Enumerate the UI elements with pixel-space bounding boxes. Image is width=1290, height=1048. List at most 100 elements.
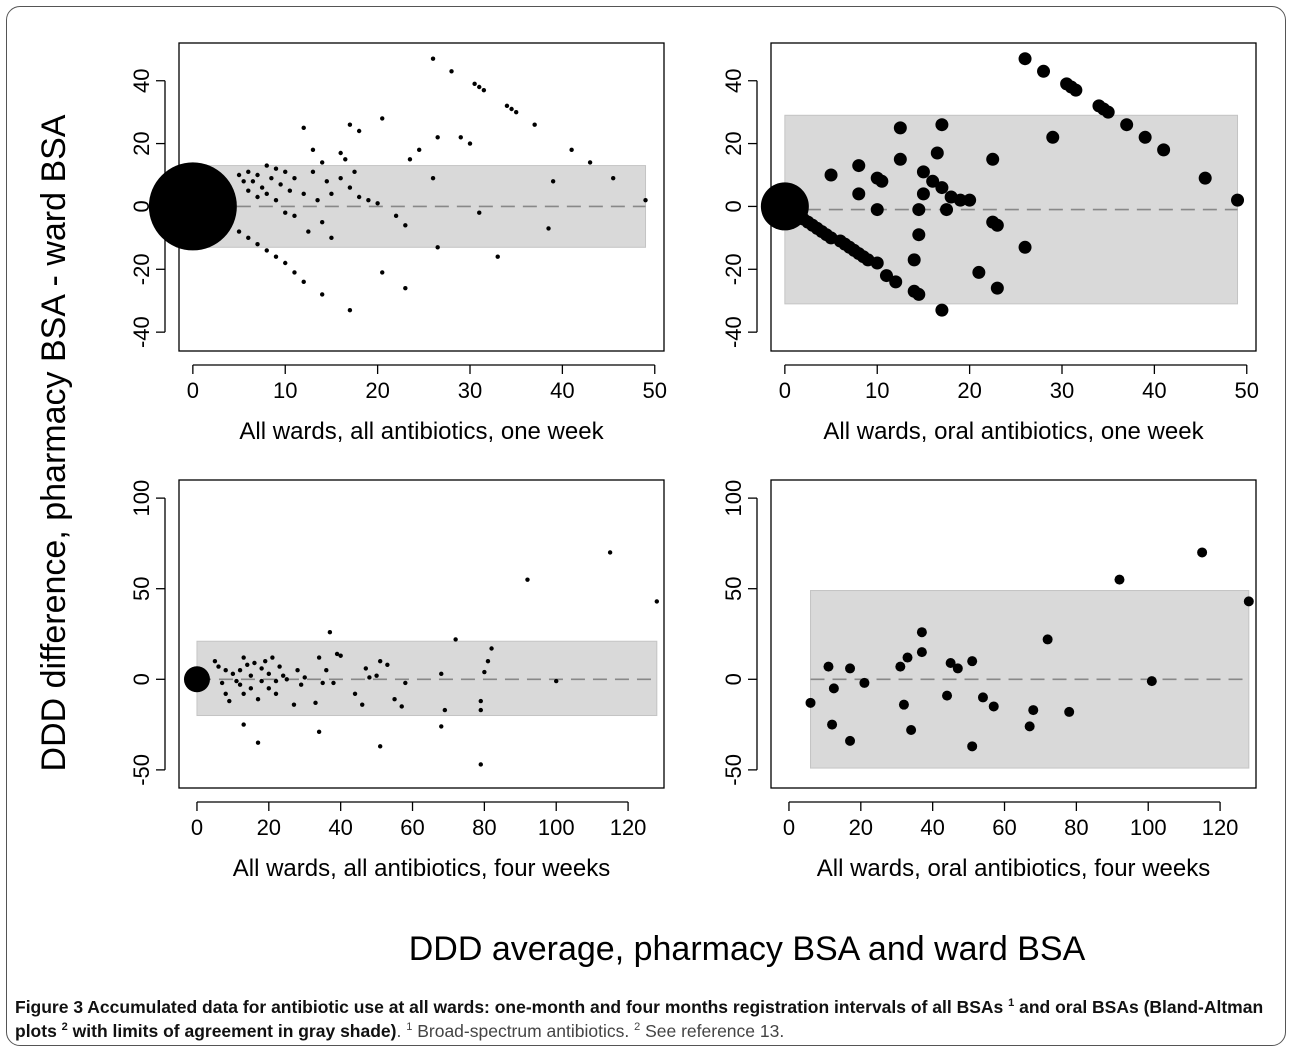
data-point [338, 175, 343, 181]
data-point [269, 175, 274, 181]
data-point [352, 691, 358, 696]
data-point [1064, 706, 1075, 717]
data-point [477, 84, 482, 90]
data-point [248, 673, 254, 678]
data-point [1028, 705, 1039, 716]
y-tick-label: -20 [721, 253, 746, 285]
data-point [972, 265, 986, 279]
data-point [1042, 634, 1053, 645]
chart-panel-4: 0 20 40 60 80 100 120 -50 0 50 100 All wards, oral … [721, 479, 1257, 882]
chart-panel-1: 0 10 20 30 40 50 -40 -20 0 20 40 All wards, all ant… [129, 42, 667, 445]
data-point [893, 152, 907, 166]
data-point [478, 762, 483, 767]
data-point [374, 673, 379, 678]
data-point [1101, 105, 1115, 119]
data-point [380, 270, 385, 275]
x-tick-label: 0 [191, 815, 203, 840]
data-point [845, 663, 856, 674]
data-point [302, 675, 307, 680]
data-point [329, 191, 334, 197]
data-point [327, 629, 333, 635]
data-point [324, 179, 330, 184]
data-point [893, 121, 907, 135]
caption-sup-3: 1 [406, 1021, 413, 1034]
data-point [1243, 596, 1254, 607]
data-point [916, 187, 930, 201]
data-point [385, 662, 390, 667]
data-point [458, 135, 463, 140]
data-point [277, 664, 282, 669]
data-point [481, 87, 487, 93]
y-axis-title: DDD difference, pharmacy BSA - ward BSA [35, 114, 73, 771]
y-tick-label: 50 [129, 576, 154, 600]
x-tick-label: 40 [1142, 378, 1166, 403]
data-point [546, 226, 551, 231]
data-point [209, 210, 214, 215]
figure-frame: 0 10 20 30 40 50 -40 -20 0 20 40 All wards, all ant… [6, 6, 1286, 1046]
caption-label: Figure 3 [15, 997, 84, 1017]
data-point [453, 637, 458, 642]
data-point [870, 203, 884, 217]
data-point [1138, 130, 1152, 144]
data-point [291, 702, 297, 707]
limits-of-agreement-band [196, 640, 658, 717]
x-tick-label: 120 [610, 815, 647, 840]
x-tick-label: 50 [643, 378, 667, 403]
data-point [319, 292, 325, 297]
data-point [654, 599, 660, 604]
data-point [1046, 130, 1060, 144]
data-point [319, 219, 325, 225]
data-point [940, 203, 954, 217]
x-tick-label: 10 [865, 378, 889, 403]
figure-caption: Figure 3 Accumulated data for antibiotic… [15, 995, 1281, 1043]
data-point [283, 260, 288, 266]
data-point [356, 194, 362, 200]
data-point [223, 691, 228, 696]
data-point [306, 229, 311, 234]
data-point-large [148, 162, 237, 251]
data-point [367, 675, 372, 680]
data-point [273, 254, 279, 259]
panels-group: 0 10 20 30 40 50 -40 -20 0 20 40 All wards, all ant… [129, 42, 1259, 882]
data-point [236, 172, 242, 178]
data-point [935, 118, 949, 132]
data-point [347, 185, 353, 190]
data-point [334, 651, 340, 657]
data-point [264, 163, 269, 168]
chart-panel-3: 0 20 40 60 80 100 120 -50 0 50 100 All wards, all a… [129, 479, 665, 882]
x-tick-label: 20 [365, 378, 389, 403]
data-point [787, 206, 801, 220]
plot-frame [770, 42, 1257, 352]
data-point [916, 627, 927, 638]
x-tick-label: 80 [1064, 815, 1088, 840]
data-point [477, 210, 482, 215]
y-tick-label: 0 [721, 673, 746, 685]
data-point [986, 152, 1000, 166]
data-point [347, 122, 353, 127]
data-point [236, 229, 242, 234]
data-point [292, 213, 297, 219]
data-point [392, 697, 397, 702]
data-point [301, 191, 306, 197]
data-point [1198, 171, 1212, 185]
data-point [331, 680, 336, 686]
y-tick-label: 100 [129, 480, 154, 517]
panel-x-axis-label: All wards, oral antibiotics, four weeks [817, 855, 1211, 882]
data-point [246, 235, 251, 241]
data-point [403, 223, 408, 228]
data-point [945, 657, 956, 668]
data-point [255, 194, 260, 200]
data-point [898, 699, 909, 710]
data-point [320, 680, 325, 686]
data-point [403, 285, 408, 291]
data-point [852, 159, 866, 173]
data-point [1146, 676, 1157, 687]
data-point [912, 203, 926, 217]
data-point [264, 191, 269, 197]
data-point [313, 700, 318, 706]
data-point [280, 673, 286, 678]
data-point [270, 655, 275, 660]
data-point [248, 686, 254, 691]
data-point [916, 165, 930, 179]
data-point [259, 678, 264, 684]
